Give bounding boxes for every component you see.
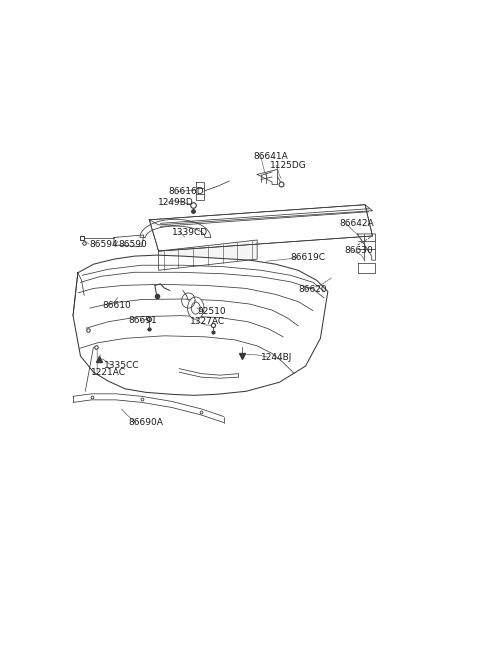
Text: 86620: 86620 — [298, 285, 327, 294]
Polygon shape — [149, 204, 372, 251]
Text: 86690A: 86690A — [129, 418, 164, 427]
Text: 1244BJ: 1244BJ — [261, 352, 292, 362]
Text: 92510: 92510 — [198, 307, 226, 316]
Polygon shape — [358, 263, 375, 272]
Polygon shape — [140, 219, 211, 238]
Text: 1125DG: 1125DG — [270, 161, 307, 170]
Polygon shape — [358, 234, 375, 260]
Polygon shape — [149, 204, 372, 225]
Text: 1221AC: 1221AC — [91, 367, 125, 377]
Polygon shape — [73, 255, 328, 396]
Text: 86590: 86590 — [118, 240, 147, 248]
Text: 1339CD: 1339CD — [172, 228, 208, 237]
Text: 86630: 86630 — [345, 246, 373, 255]
Text: 1249BD: 1249BD — [157, 198, 193, 207]
Text: 86641A: 86641A — [253, 152, 288, 161]
Polygon shape — [73, 394, 224, 422]
Circle shape — [188, 297, 204, 319]
Text: 86642A: 86642A — [339, 219, 373, 229]
Text: 86619C: 86619C — [290, 253, 325, 261]
Text: 86594: 86594 — [90, 240, 119, 248]
Polygon shape — [257, 170, 277, 185]
Text: 1327AC: 1327AC — [190, 317, 225, 326]
Text: 86610: 86610 — [103, 301, 132, 310]
Polygon shape — [114, 235, 144, 246]
Text: 1335CC: 1335CC — [104, 360, 139, 369]
Circle shape — [192, 302, 200, 314]
Polygon shape — [158, 240, 257, 271]
Text: 86616D: 86616D — [168, 187, 204, 196]
Text: 86691: 86691 — [129, 316, 157, 325]
Polygon shape — [196, 182, 204, 200]
